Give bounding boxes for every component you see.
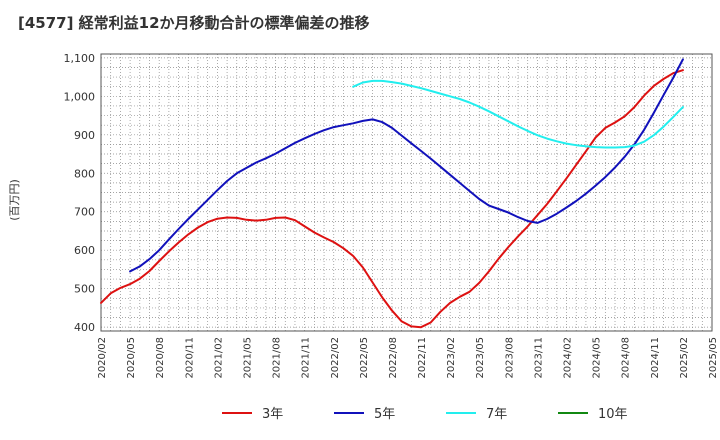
series-line [352,79,684,149]
x-tick-label: 2020/11 [184,337,195,379]
plot-frame [100,53,713,332]
x-tick-label: 2021/08 [272,337,283,379]
y-tick-label: 700 [74,206,95,219]
legend: 3年 5年 7年 10年 [222,407,628,422]
y-tick-label: 1,000 [64,90,96,103]
legend-label: 7年 [486,407,507,422]
x-tick-label: 2025/05 [708,337,719,379]
x-tick-label: 2021/11 [301,337,312,379]
y-tick-label: 800 [74,167,95,180]
chart-title: [4577] 経常利益12か月移動合計の標準偏差の推移 [18,14,370,32]
x-tick-label: 2023/08 [504,337,515,379]
x-tick-label: 2020/05 [126,337,137,379]
y-axis-label: (百万円) [8,179,21,221]
gridlines [101,54,712,331]
x-tick-label: 2025/02 [679,337,690,379]
x-tick-label: 2024/11 [650,337,661,379]
x-tick-label: 2021/05 [242,337,253,379]
x-tick-label: 2024/05 [592,337,603,379]
x-axis-ticks: 2020/02 2020/05 2020/08 2020/11 2021/02 2021/… [97,337,719,379]
y-tick-label: 1,100 [64,52,96,65]
y-tick-label: 400 [74,321,95,334]
x-tick-label: 2022/05 [359,337,370,379]
y-tick-label: 500 [74,283,95,296]
legend-label: 3年 [262,407,283,422]
x-tick-label: 2023/05 [475,337,486,379]
x-tick-label: 2023/02 [446,337,457,379]
x-tick-label: 2020/02 [97,337,108,379]
x-tick-label: 2024/08 [621,337,632,379]
x-tick-label: 2024/02 [563,337,574,379]
x-tick-label: 2021/02 [213,337,224,379]
y-tick-label: 600 [74,244,95,257]
x-tick-label: 2020/08 [155,337,166,379]
legend-label: 5年 [374,407,395,422]
x-tick-label: 2023/11 [533,337,544,379]
y-tick-label: 900 [74,129,95,142]
x-tick-label: 2022/11 [417,337,428,379]
series-line [129,58,684,273]
x-tick-label: 2022/02 [330,337,341,379]
series-line [100,69,684,329]
legend-label: 10年 [598,407,628,422]
y-axis-ticks: 400 500 600 700 800 900 1,000 1,100 [64,52,96,334]
series-lines [100,58,684,329]
x-tick-label: 2022/08 [388,337,399,379]
